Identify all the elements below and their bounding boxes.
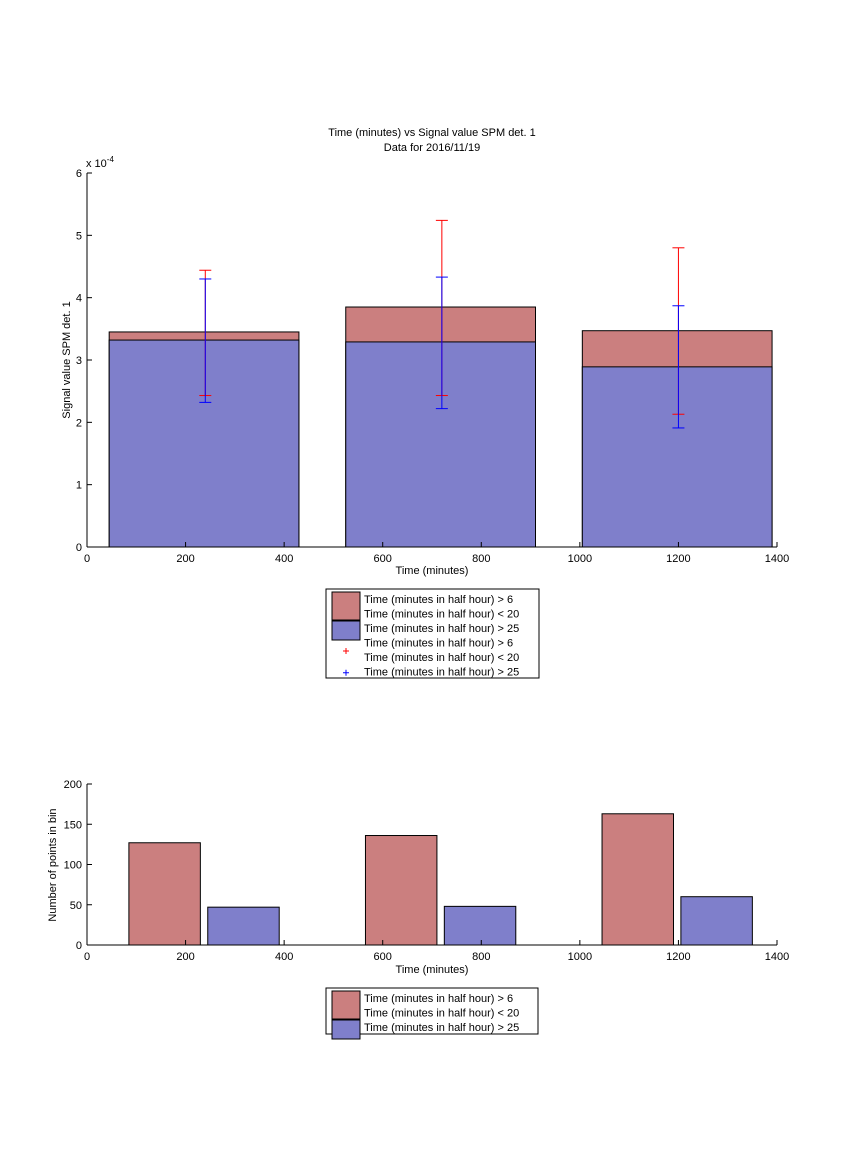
bottom-x-tick-label: 600 [374,951,392,963]
bottom-legend: Time (minutes in half hour) > 6 Time (min… [325,987,539,1040]
y-exponent-label: x 10-4 [86,155,114,170]
blue-bar [345,341,536,548]
y-exponent-power: -4 [107,155,115,164]
bottom-y-axis-label: Number of points in bin [47,808,59,921]
top-legend-entry-label: Time (minutes in half hour) > 25 [364,667,519,679]
top-legend-swatch [331,620,361,641]
blue-count-bar [443,905,517,946]
top-y-axis-label: Signal value SPM det. 1 [61,301,73,418]
bottom-y-tick-label: 200 [64,779,82,791]
bottom-x-tick-label: 200 [176,951,194,963]
top-y-tick-label: 2 [76,417,82,429]
bottom-x-tick-label: 1400 [765,951,789,963]
red-count-bar [601,813,674,946]
chart-subtitle: Data for 2016/11/19 [384,142,480,154]
blue-bar [581,366,773,548]
top-legend-entry-label: Time (minutes in half hour) < 20 [364,652,519,664]
bottom-x-axis-label: Time (minutes) [396,964,469,976]
bottom-x-tick-label: 0 [84,951,90,963]
top-legend: Time (minutes in half hour) > 6 Time (min… [325,588,540,679]
top-legend-box [325,588,540,679]
top-x-axis-label: Time (minutes) [396,565,469,577]
top-legend-entry-label: Time (minutes in half hour) > 6 [364,594,513,606]
bottom-legend-box [325,987,539,1035]
bottom-x-tick-label: 800 [472,951,490,963]
top-legend-entry-label: Time (minutes in half hour) < 20 [364,609,519,621]
chart-title: Time (minutes) vs Signal value SPM det. … [328,127,535,139]
bottom-legend-entry-label: Time (minutes in half hour) > 25 [364,1022,519,1034]
top-y-tick-label: 5 [76,230,82,242]
bottom-legend-swatch [331,1019,361,1040]
bottom-y-tick-label: 100 [64,860,82,872]
top-legend-swatch [331,591,361,621]
bottom-y-tick-label: 150 [64,819,82,831]
blue-count-bar [207,906,280,946]
bottom-y-tick-label: 0 [76,940,82,952]
top-x-tick-label: 1200 [666,553,690,565]
bottom-plot-area: 0 200 400 600 800 1000 1200 1400 0 50 100 150 200 [64,779,790,963]
bottom-y-tick-label: 50 [70,900,82,912]
top-x-tick-label: 800 [472,553,490,565]
top-x-tick-label: 0 [84,553,90,565]
bottom-legend-entry-label: Time (minutes in half hour) > 6 [364,993,513,1005]
red-count-bar [364,835,438,946]
bottom-legend-entry-label: Time (minutes in half hour) < 20 [364,1008,519,1020]
bottom-x-tick-label: 1200 [666,951,690,963]
top-y-tick-label: 4 [76,293,82,305]
top-y-tick-label: 1 [76,480,82,492]
top-x-tick-label: 1400 [765,553,789,565]
bottom-legend-swatch [331,990,361,1020]
top-y-tick-label: 0 [76,542,82,554]
top-x-tick-label: 600 [374,553,392,565]
bottom-x-tick-label: 1000 [568,951,592,963]
red-count-bar [128,842,201,946]
bottom-x-tick-label: 400 [275,951,293,963]
top-x-tick-label: 1000 [568,553,592,565]
top-x-tick-label: 200 [176,553,194,565]
blue-bar [108,339,300,548]
blue-count-bar [680,896,753,946]
top-legend-entry-label: Time (minutes in half hour) > 25 [364,623,519,635]
top-x-tick-label: 400 [275,553,293,565]
top-plot-area: 0 200 400 600 800 1000 1200 1400 0 1 2 3 4 5 6 [76,168,789,565]
top-y-tick-label: 3 [76,355,82,367]
top-legend-entry-label: Time (minutes in half hour) > 6 [364,638,513,650]
top-y-tick-label: 6 [76,168,82,180]
y-exponent-base: x 10 [86,158,107,170]
